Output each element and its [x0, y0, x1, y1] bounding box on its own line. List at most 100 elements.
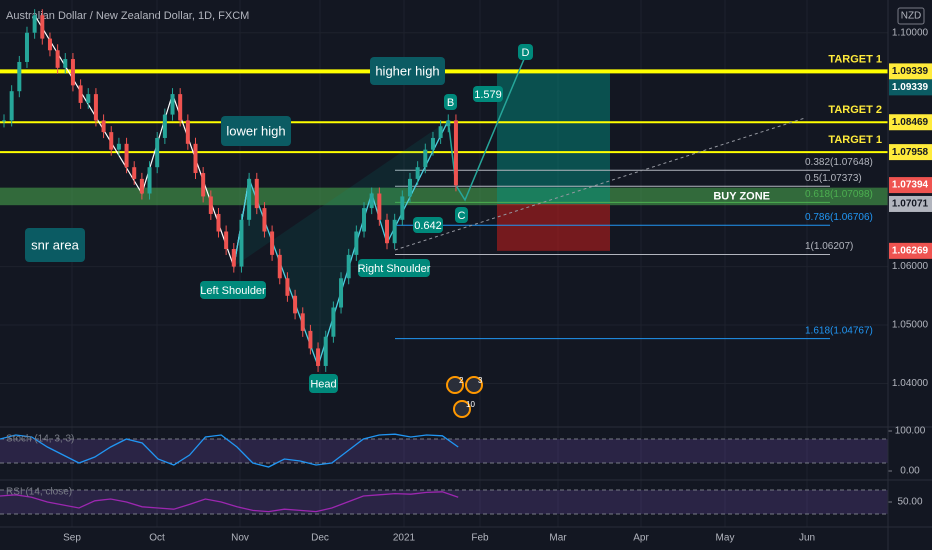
candle-body	[93, 94, 98, 121]
candle-body	[116, 143, 121, 150]
target-label: TARGET 1	[828, 134, 882, 146]
callout-text: snr area	[31, 237, 79, 252]
y-tick-label: 1.04000	[892, 378, 929, 389]
candle-body	[231, 249, 236, 267]
callout-box	[25, 228, 85, 262]
price-marker	[889, 79, 932, 96]
stoch-line	[0, 433, 459, 468]
candle-body	[400, 196, 405, 220]
callout-text: lower high	[226, 123, 285, 138]
x-tick-label: Feb	[471, 533, 489, 544]
price-marker	[889, 177, 932, 194]
event-count: 10	[466, 400, 475, 409]
candle-body	[270, 231, 275, 255]
candle-body	[201, 173, 206, 197]
candle-body	[362, 208, 367, 232]
fib-label: 0.382(1.07648)	[805, 157, 873, 168]
candle-body	[162, 114, 167, 138]
candle-body	[277, 254, 282, 279]
candle-body	[17, 61, 22, 92]
event-count: 3	[478, 376, 483, 385]
x-tick-label: Dec	[311, 533, 329, 544]
candle-body	[124, 143, 129, 168]
candle-body	[147, 167, 152, 194]
price-marker-label: 1.06269	[892, 245, 929, 256]
candle-body	[185, 120, 190, 144]
callout-text: Right Shoulder	[358, 263, 431, 275]
currency: NZD	[901, 11, 922, 22]
callout-box	[413, 217, 443, 233]
callout-box	[370, 57, 445, 85]
event-icon	[465, 376, 483, 394]
callout-box	[455, 207, 468, 223]
candle-body	[331, 307, 336, 337]
candle-body	[339, 278, 344, 308]
candle-body	[78, 85, 83, 103]
candle-body	[407, 178, 412, 197]
target-area	[497, 71, 610, 204]
candle-body	[316, 348, 321, 366]
price-marker-label: 1.08469	[892, 117, 929, 128]
candle-body	[63, 59, 68, 68]
candle-body	[385, 219, 389, 244]
x-tick-label: Nov	[231, 533, 249, 544]
candle-body	[446, 120, 451, 127]
candle-body	[423, 149, 428, 168]
buy-zone-label: BUY ZONE	[713, 190, 770, 202]
candle-body	[377, 193, 382, 220]
y-tick-label: 0.00	[900, 466, 920, 477]
candle-body	[155, 137, 160, 168]
stop-area	[497, 203, 610, 251]
candle-body	[224, 231, 229, 250]
candle-body	[369, 193, 374, 209]
callout-text: Head	[310, 378, 336, 390]
y-tick-label: 1.10000	[892, 27, 929, 38]
candle-body	[430, 137, 435, 150]
price-marker	[889, 144, 932, 161]
candle-body	[2, 120, 6, 122]
callout-text: C	[458, 210, 466, 222]
pane-band	[0, 490, 888, 514]
price-marker-label: 1.07071	[892, 199, 929, 210]
callout-text: D	[522, 47, 530, 59]
candle-body	[346, 254, 351, 279]
fib-label: 0.786(1.06706)	[805, 212, 873, 223]
chart-title: Australian Dollar / New Zealand Dollar, …	[6, 10, 249, 22]
candle-body	[132, 167, 137, 179]
target-label: TARGET 1	[828, 53, 882, 65]
x-tick-label: Jun	[799, 533, 815, 544]
candle-body	[392, 219, 397, 244]
event-icon	[453, 400, 471, 418]
fib-label: 1(1.06207)	[805, 241, 853, 252]
candle-body	[415, 167, 420, 179]
y-tick-label: 1.06000	[892, 261, 929, 272]
candle-body	[47, 38, 52, 51]
callout-box	[518, 44, 533, 60]
fib-label: 1.618(1.04767)	[805, 325, 873, 336]
candle-body	[193, 143, 198, 174]
candle-body	[308, 330, 313, 349]
candle-body	[32, 15, 37, 33]
candle-body	[438, 126, 443, 138]
x-tick-label: Sep	[63, 533, 81, 544]
callout-box	[200, 281, 266, 299]
candle-body	[109, 132, 114, 150]
candle-body	[300, 313, 305, 331]
callout-text: higher high	[375, 63, 439, 78]
candle-body	[216, 213, 221, 232]
abcd-line	[447, 51, 528, 202]
candle-body	[453, 120, 458, 186]
callout-box	[221, 116, 291, 146]
callout-box	[444, 94, 457, 110]
candle-body	[285, 278, 290, 296]
candle-body	[293, 295, 298, 314]
x-tick-label: Apr	[633, 533, 649, 544]
hs-line	[233, 120, 449, 368]
candle-body	[178, 94, 183, 121]
price-marker	[889, 195, 932, 212]
fib-label: 0.618(1.07098)	[805, 189, 873, 200]
candle-body	[170, 94, 175, 115]
x-tick-label: May	[716, 533, 735, 544]
candle-body	[101, 120, 106, 133]
